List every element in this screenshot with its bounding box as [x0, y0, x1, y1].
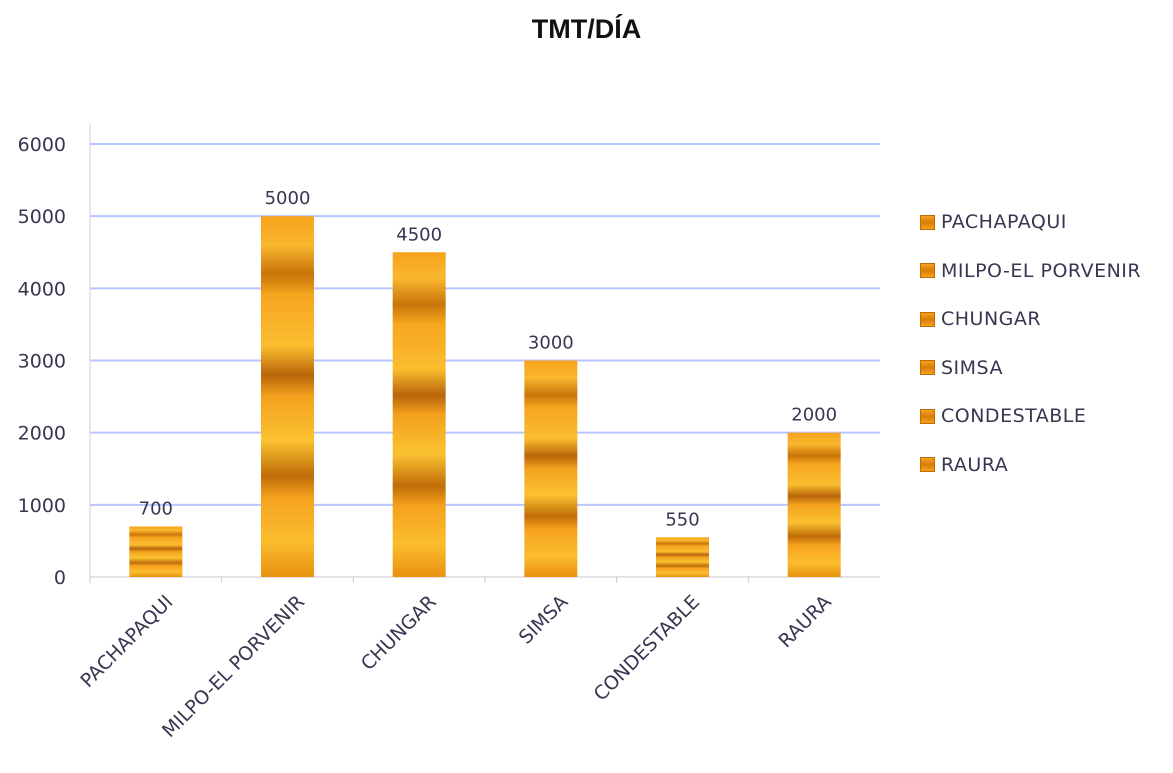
- y-tick-label: 3000: [18, 351, 66, 373]
- legend-label: PACHAPAQUI: [941, 211, 1067, 234]
- legend-swatch-icon: [920, 457, 935, 473]
- x-tick-label: PACHAPAQUI: [76, 591, 177, 692]
- data-label: 700: [139, 498, 173, 519]
- bar-raura: [787, 432, 841, 577]
- legend-swatch-icon: [920, 408, 935, 424]
- bar-milpo-el-porvenir: [261, 216, 314, 577]
- legend-label: CHUNGAR: [941, 308, 1042, 331]
- legend-label: RAURA: [941, 453, 1009, 476]
- bar-pachapaqui: [129, 526, 183, 577]
- x-tick-label: SIMSA: [515, 591, 573, 649]
- y-tick-label: 4000: [18, 278, 66, 300]
- data-label: 550: [665, 509, 699, 530]
- legend-swatch-icon: [920, 263, 935, 279]
- y-tick-label: 6000: [18, 134, 66, 156]
- chart-legend: PACHAPAQUI MILPO-EL PORVENIR CHUNGAR SIM…: [920, 198, 1141, 489]
- legend-item-condestable: CONDESTABLE: [920, 392, 1141, 441]
- legend-label: SIMSA: [941, 356, 1003, 379]
- x-tick-label: CHUNGAR: [357, 591, 441, 675]
- y-tick-label: 5000: [18, 206, 66, 228]
- y-tick-label: 2000: [18, 423, 66, 445]
- legend-item-simsa: SIMSA: [920, 344, 1141, 393]
- legend-item-pachapaqui: PACHAPAQUI: [920, 198, 1141, 247]
- data-label: 5000: [265, 188, 311, 209]
- data-label: 2000: [791, 405, 837, 426]
- legend-item-chungar: CHUNGAR: [920, 295, 1141, 344]
- legend-swatch-icon: [920, 214, 935, 230]
- y-tick-label: 0: [54, 567, 66, 589]
- bar-simsa: [524, 360, 578, 577]
- legend-item-raura: RAURA: [920, 441, 1141, 490]
- y-tick-label: 1000: [18, 495, 66, 517]
- bar-condestable: [656, 537, 709, 577]
- data-label: 4500: [396, 224, 442, 245]
- bar-chungar: [392, 252, 446, 577]
- x-tick-label: CONDESTABLE: [590, 591, 704, 705]
- legend-item-milpo-el-porvenir: MILPO-EL PORVENIR: [920, 247, 1141, 296]
- chart-title: TMT/DÍA: [531, 14, 642, 44]
- legend-swatch-icon: [920, 311, 935, 327]
- legend-label: CONDESTABLE: [941, 405, 1087, 428]
- gridlines: [79, 133, 891, 516]
- legend-swatch-icon: [920, 360, 935, 376]
- data-label: 3000: [528, 333, 574, 354]
- x-tick-label: RAURA: [774, 591, 835, 652]
- legend-label: MILPO-EL PORVENIR: [941, 259, 1142, 282]
- x-tick-label: MILPO-EL PORVENIR: [158, 591, 309, 742]
